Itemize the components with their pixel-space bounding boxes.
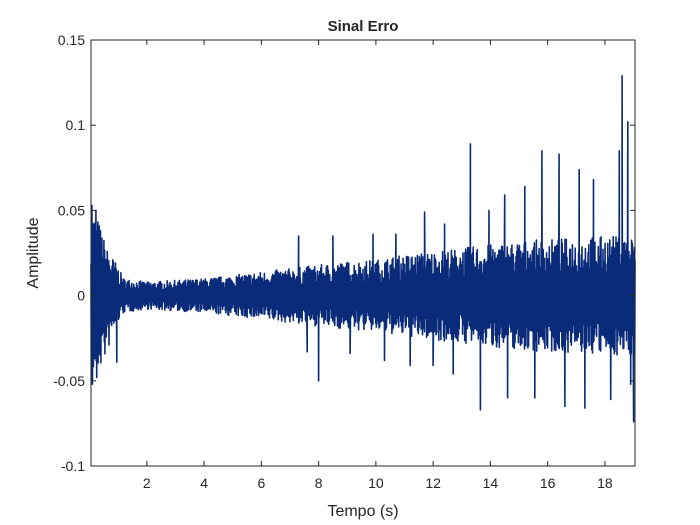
y-tick-label: 0.05 (58, 202, 85, 218)
y-tick-label: -0.1 (61, 458, 85, 474)
x-tick-label: 8 (315, 475, 323, 491)
y-axis-ticks: -0.1 -0.05 0 0.05 0.1 0.15 (53, 32, 635, 474)
y-axis-label: Amplitude (25, 217, 42, 288)
x-tick-label: 4 (200, 475, 208, 491)
y-tick-label: -0.05 (53, 373, 85, 389)
chart-title: Sinal Erro (328, 18, 399, 35)
x-tick-label: 2 (143, 475, 151, 491)
signal-line (90, 75, 636, 423)
plot-layer (90, 75, 636, 423)
axes-box (90, 39, 636, 467)
y-tick-label: 0 (77, 288, 85, 304)
x-tick-label: 16 (540, 475, 556, 491)
x-tick-label: 10 (368, 475, 384, 491)
y-tick-label: 0.1 (66, 117, 86, 133)
x-tick-label: 12 (425, 475, 441, 491)
x-axis-ticks: 2 4 6 8 10 12 14 16 18 (143, 40, 613, 491)
x-tick-label: 14 (483, 475, 499, 491)
x-tick-label: 18 (597, 475, 613, 491)
y-tick-label: 0.15 (58, 32, 85, 48)
x-tick-label: 6 (257, 475, 265, 491)
x-axis-label: Tempo (s) (327, 503, 398, 520)
